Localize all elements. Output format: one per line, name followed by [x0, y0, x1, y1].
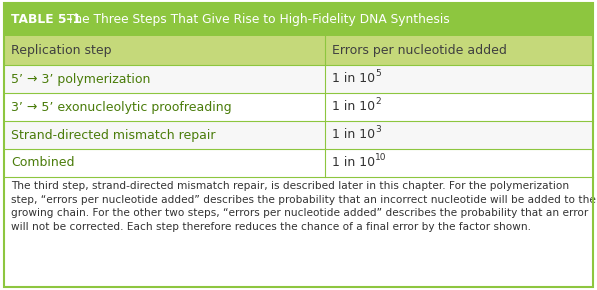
Text: TABLE 5–1: TABLE 5–1: [11, 13, 81, 26]
Text: 10: 10: [375, 153, 386, 162]
Text: The third step, strand-directed mismatch repair, is described later in this chap: The third step, strand-directed mismatch…: [11, 181, 596, 232]
Text: Errors per nucleotide added: Errors per nucleotide added: [332, 44, 507, 57]
Text: 3’ → 5’ exonucleolytic proofreading: 3’ → 5’ exonucleolytic proofreading: [11, 101, 232, 113]
Bar: [4, 36, 593, 65]
Text: The Three Steps That Give Rise to High-Fidelity DNA Synthesis: The Three Steps That Give Rise to High-F…: [63, 13, 450, 26]
Text: 1 in 10: 1 in 10: [332, 101, 375, 113]
Bar: [4, 149, 593, 177]
Text: 5: 5: [375, 68, 381, 77]
Text: 1 in 10: 1 in 10: [332, 128, 375, 142]
Text: Combined: Combined: [11, 157, 75, 169]
Text: Replication step: Replication step: [11, 44, 112, 57]
Text: 1 in 10: 1 in 10: [332, 72, 375, 86]
Bar: [4, 93, 593, 121]
Bar: [4, 3, 593, 36]
Bar: [4, 177, 593, 287]
Text: 1 in 10: 1 in 10: [332, 157, 375, 169]
Bar: [4, 121, 593, 149]
Text: 3: 3: [375, 124, 381, 133]
Text: 2: 2: [375, 97, 381, 106]
Bar: [4, 65, 593, 93]
Text: 5’ → 3’ polymerization: 5’ → 3’ polymerization: [11, 72, 150, 86]
Text: Strand-directed mismatch repair: Strand-directed mismatch repair: [11, 128, 216, 142]
